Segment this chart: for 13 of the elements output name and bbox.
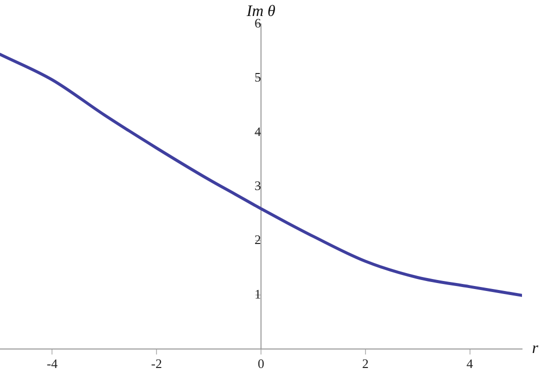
line-series: [0, 52, 522, 297]
x-tick-label: 0: [258, 356, 264, 371]
y-tick-label: 2: [254, 232, 261, 248]
x-tick-label: 4: [466, 356, 474, 371]
x-tick-label: 2: [362, 356, 369, 371]
x-tick-label: -2: [151, 356, 162, 371]
y-tick-label: 6: [254, 15, 262, 30]
x-tick-label: -4: [46, 356, 58, 371]
x-axis-title: r: [532, 340, 539, 358]
y-tick-label: 4: [254, 124, 262, 139]
y-tick-label: 5: [254, 70, 261, 85]
y-tick-label: 3: [254, 178, 261, 193]
y-tick-label: 1: [254, 286, 261, 302]
